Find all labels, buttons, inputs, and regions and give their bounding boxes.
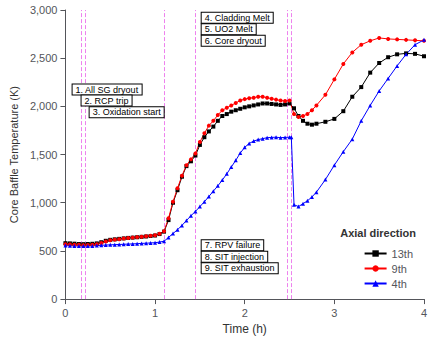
svg-text:9th: 9th xyxy=(392,263,407,275)
svg-text:1,000: 1,000 xyxy=(30,197,58,209)
svg-text:7. RPV failure: 7. RPV failure xyxy=(205,240,261,250)
svg-text:3,000: 3,000 xyxy=(30,4,58,16)
svg-text:1. All SG dryout: 1. All SG dryout xyxy=(76,85,139,95)
svg-text:6. Core dryout: 6. Core dryout xyxy=(205,36,263,46)
svg-text:4th: 4th xyxy=(392,278,407,290)
svg-text:4. Cladding Melt: 4. Cladding Melt xyxy=(205,13,271,23)
svg-text:Axial direction: Axial direction xyxy=(340,227,416,239)
svg-text:2,000: 2,000 xyxy=(30,100,58,112)
svg-text:13th: 13th xyxy=(392,248,413,260)
svg-text:4: 4 xyxy=(421,307,427,319)
svg-text:0: 0 xyxy=(62,307,68,319)
svg-text:1,500: 1,500 xyxy=(30,149,58,161)
svg-text:9. SIT exhaustion: 9. SIT exhaustion xyxy=(205,263,275,273)
svg-text:Time (h): Time (h) xyxy=(223,322,267,336)
svg-text:2: 2 xyxy=(242,307,248,319)
svg-text:Core Baffle Temperature (K): Core Baffle Temperature (K) xyxy=(8,86,20,223)
svg-text:2. RCP trip: 2. RCP trip xyxy=(85,96,129,106)
svg-text:0: 0 xyxy=(51,293,57,305)
svg-text:5. UO2 Melt: 5. UO2 Melt xyxy=(205,24,254,34)
svg-text:2,500: 2,500 xyxy=(30,52,58,64)
svg-text:1: 1 xyxy=(152,307,158,319)
svg-text:500: 500 xyxy=(39,245,57,257)
svg-text:3. Oxidation start: 3. Oxidation start xyxy=(93,107,162,117)
svg-text:8. SIT injection: 8. SIT injection xyxy=(205,252,264,262)
svg-text:3: 3 xyxy=(331,307,337,319)
